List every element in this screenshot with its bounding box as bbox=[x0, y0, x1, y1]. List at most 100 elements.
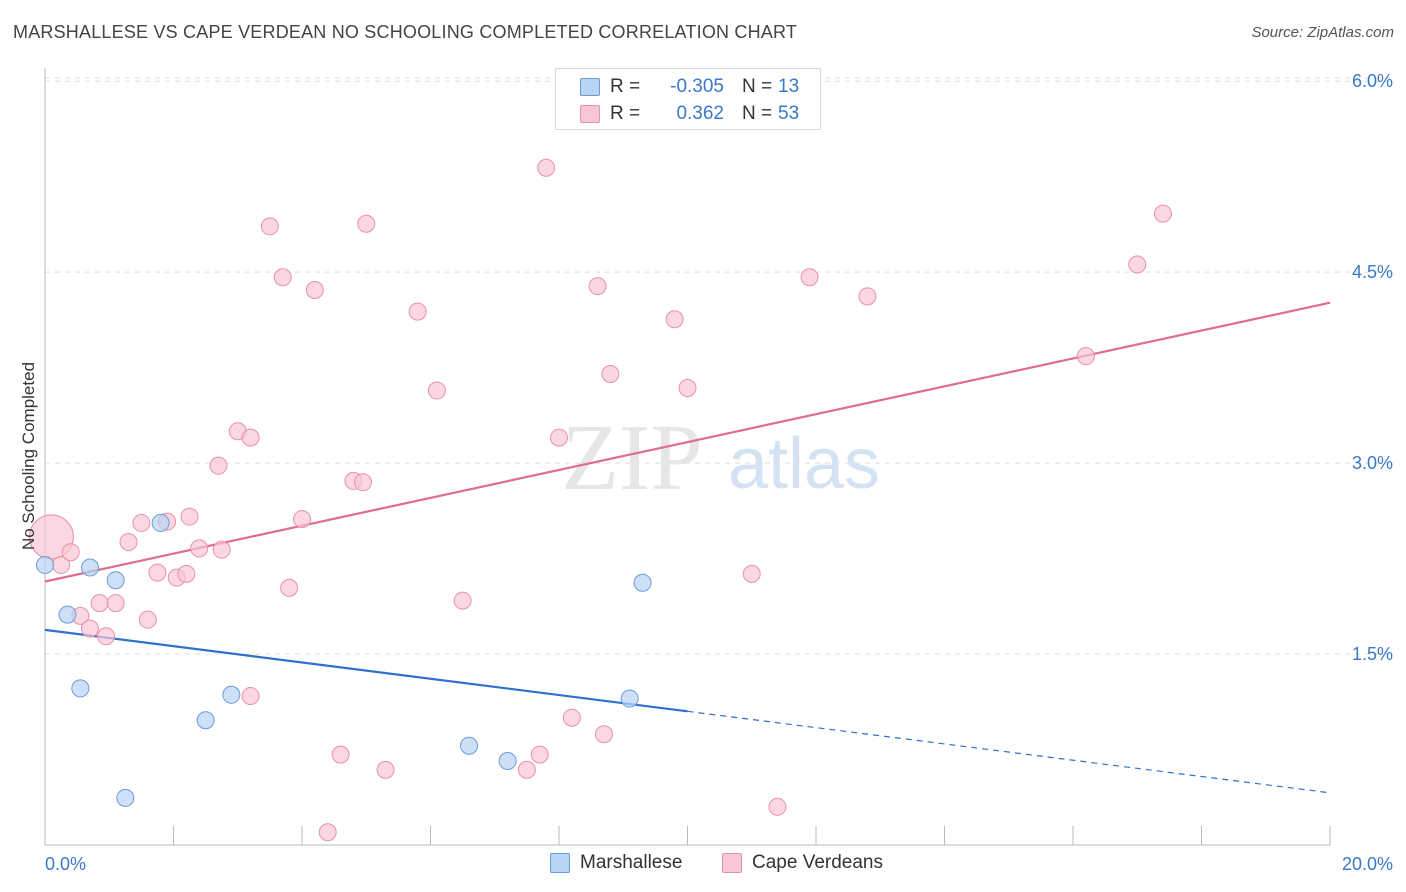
legend-item-marshallese[interactable]: Marshallese bbox=[550, 852, 682, 874]
marshallese-point bbox=[116, 788, 135, 807]
cape-verdeans-point bbox=[517, 760, 536, 779]
y-tick-label: 1.5% bbox=[1352, 644, 1393, 664]
axis-layer bbox=[44, 68, 1331, 846]
marshallese-point bbox=[633, 573, 652, 592]
cape-verdeans-point bbox=[280, 578, 299, 597]
cape-verdeans-point bbox=[241, 687, 260, 706]
cape-verdeans-point bbox=[177, 564, 196, 583]
cape-verdeans-point bbox=[331, 745, 350, 764]
cape-verdeans-point bbox=[318, 823, 337, 842]
marshallese-point bbox=[80, 558, 99, 577]
marshallese-point bbox=[460, 736, 479, 755]
marshallese-point bbox=[151, 513, 170, 532]
cape-verdeans-point bbox=[209, 456, 228, 475]
x-tick-label: 0.0% bbox=[45, 854, 86, 874]
cape-verdeans-point bbox=[562, 708, 581, 727]
series-legend: Marshallese Cape Verdeans bbox=[0, 852, 1406, 878]
y-axis-title: No Schooling Completed bbox=[19, 362, 38, 550]
cape-verdeans-point bbox=[106, 594, 125, 613]
cape-verdeans-point bbox=[260, 217, 279, 236]
marshallese-legend-swatch bbox=[550, 853, 570, 873]
cape-verdeans-point bbox=[800, 268, 819, 287]
cape-verdeans-point bbox=[305, 280, 324, 299]
cape-verdeans-point bbox=[148, 563, 167, 582]
cape-verdeans-point bbox=[61, 543, 80, 562]
marshallese-trendline-extension bbox=[687, 710, 1331, 794]
cape-verdeans-point bbox=[132, 513, 151, 532]
cape-verdeans-point bbox=[354, 473, 373, 492]
y-tick-label: 4.5% bbox=[1352, 262, 1393, 282]
y-tick-label: 6.0% bbox=[1352, 71, 1393, 91]
cape-verdeans-point bbox=[80, 619, 99, 638]
marshallese-point bbox=[498, 751, 517, 770]
legend-n-value: 53 bbox=[778, 103, 800, 124]
point-layer bbox=[28, 158, 1172, 842]
cape-verdeans-point bbox=[594, 725, 613, 744]
legend-r-value: 0.362 bbox=[676, 103, 724, 124]
cape-verdeans-point bbox=[357, 214, 376, 233]
cape-verdeans-point bbox=[293, 510, 311, 529]
marshallese-point bbox=[106, 571, 125, 590]
cape-verdeans-trendline bbox=[44, 301, 1331, 583]
cape-verdeans-point bbox=[1153, 204, 1172, 223]
cape-verdeans-point bbox=[190, 539, 209, 558]
x-tick-label: 20.0% bbox=[1342, 854, 1393, 874]
cape-verdeans-point bbox=[858, 287, 877, 306]
cape-verdeans-point bbox=[90, 594, 109, 613]
cape-verdeans-swatch bbox=[580, 105, 600, 123]
label-layer: 1.5% 3.0% 4.5% 6.0% 0.0% 20.0% No Schooling Co… bbox=[19, 71, 1393, 874]
marshallese-swatch bbox=[580, 78, 600, 96]
cape-verdeans-point bbox=[119, 533, 138, 552]
marshallese-point bbox=[36, 555, 54, 574]
legend-row-cape-verdeans: R = 0.362 N = 53 bbox=[580, 102, 799, 126]
cape-verdeans-point bbox=[588, 277, 607, 296]
watermark: ZIP atlas bbox=[562, 406, 881, 510]
cape-verdeans-point bbox=[601, 364, 620, 383]
legend-row-marshallese: R = -0.305 N = 13 bbox=[580, 75, 799, 99]
cape-verdeans-point bbox=[273, 268, 292, 287]
source-note: Source: ZipAtlas.com bbox=[1251, 24, 1394, 41]
cape-verdeans-point bbox=[241, 428, 260, 447]
cape-verdeans-point bbox=[376, 760, 395, 779]
trend-layer bbox=[44, 301, 1331, 794]
legend-item-cape-verdeans[interactable]: Cape Verdeans bbox=[722, 852, 883, 874]
cape-verdeans-point bbox=[138, 610, 157, 629]
marshallese-point bbox=[58, 605, 77, 624]
cape-verdeans-point bbox=[742, 564, 761, 583]
y-tick-label: 3.0% bbox=[1352, 453, 1393, 473]
cape-verdeans-point bbox=[1076, 347, 1095, 366]
legend-n-value: 13 bbox=[778, 76, 800, 97]
cape-verdeans-point bbox=[180, 507, 199, 526]
cape-verdeans-point bbox=[665, 310, 684, 329]
cape-verdeans-point bbox=[678, 378, 697, 397]
grid-layer bbox=[45, 77, 1390, 655]
cape-verdeans-point bbox=[550, 428, 568, 447]
cape-verdeans-point bbox=[768, 797, 787, 816]
legend-n-label: N = bbox=[742, 76, 773, 97]
cape-verdeans-point bbox=[427, 381, 446, 400]
legend-r-label: R = bbox=[610, 76, 641, 97]
chart-title: MARSHALLESE VS CAPE VERDEAN NO SCHOOLING… bbox=[13, 22, 798, 42]
legend-n-label: N = bbox=[742, 103, 773, 124]
marshallese-point bbox=[222, 685, 241, 704]
watermark-zip: ZIP bbox=[562, 406, 703, 510]
marshallese-point bbox=[196, 711, 215, 730]
marshallese-point bbox=[620, 689, 639, 708]
marshallese-point bbox=[71, 679, 90, 698]
cape-verdeans-point bbox=[1128, 255, 1147, 274]
cape-verdeans-point bbox=[212, 540, 231, 559]
cape-verdeans-legend-swatch bbox=[722, 853, 742, 873]
marshallese-trendline bbox=[44, 628, 688, 713]
cape-verdeans-point bbox=[97, 627, 116, 646]
legend-r-label: R = bbox=[610, 103, 641, 124]
marshallese-legend-label: Marshallese bbox=[580, 852, 683, 873]
cape-verdeans-point bbox=[408, 302, 427, 321]
legend-r-value: -0.305 bbox=[670, 76, 724, 97]
cape-verdeans-point bbox=[537, 158, 556, 177]
watermark-atlas: atlas bbox=[728, 424, 880, 504]
correlation-legend: R = -0.305 N = 13 R = 0.362 N = 53 bbox=[555, 68, 821, 130]
cape-verdeans-legend-label: Cape Verdeans bbox=[752, 852, 883, 873]
cape-verdeans-point bbox=[453, 591, 472, 610]
cape-verdeans-point bbox=[530, 745, 549, 764]
